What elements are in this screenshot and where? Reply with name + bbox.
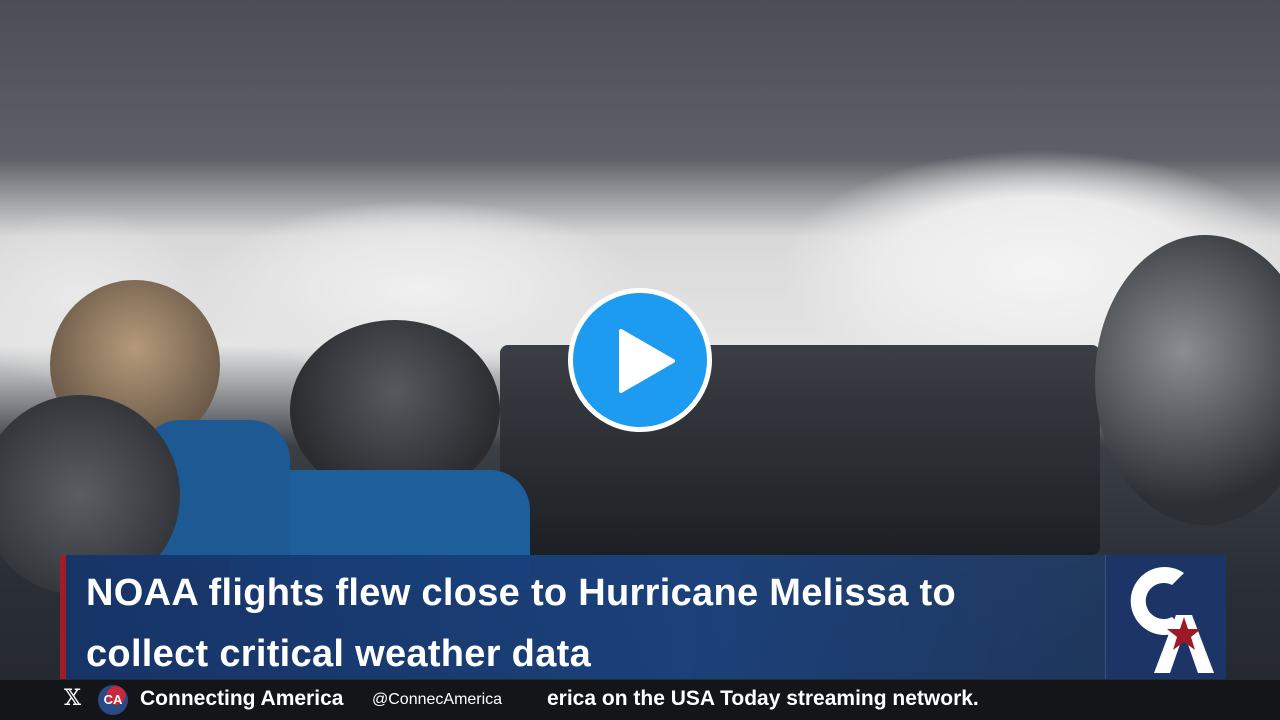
lower-third-banner: NOAA flights flew close to Hurricane Mel… xyxy=(60,555,1105,679)
crew-right xyxy=(1095,235,1280,525)
channel-avatar-icon[interactable]: CA xyxy=(98,685,128,715)
ca-logo-icon xyxy=(1130,567,1214,673)
connecting-america-logo xyxy=(1105,555,1226,679)
play-button[interactable] xyxy=(568,288,712,432)
ticker-scroll-text: erica on the USA Today streaming network… xyxy=(547,687,979,710)
ticker-bar: 𝕏 CA Connecting America @ConnecAmerica e… xyxy=(0,680,1280,720)
x-logo-icon[interactable]: 𝕏 xyxy=(64,686,82,711)
headline-line-2: collect critical weather data xyxy=(86,633,592,675)
play-icon xyxy=(619,329,675,393)
accent-stripe xyxy=(60,555,66,679)
headline: NOAA flights flew close to Hurricane Mel… xyxy=(86,563,956,685)
headline-line-1: NOAA flights flew close to Hurricane Mel… xyxy=(86,572,956,614)
brand-name: Connecting America xyxy=(140,687,344,710)
social-handle: @ConnecAmerica xyxy=(372,691,503,708)
